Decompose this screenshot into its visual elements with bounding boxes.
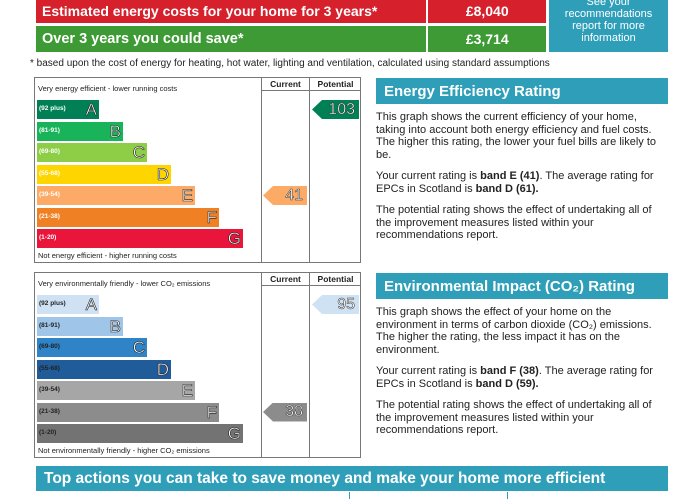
rating-band-g: (1-20) G xyxy=(37,229,243,248)
current-column-header: Current xyxy=(270,274,301,284)
rating-band-e: (39-54) E xyxy=(37,186,195,205)
band-range-label: (21-38) xyxy=(39,212,60,220)
environmental-impact-description: This graph shows the effect of your home… xyxy=(376,306,652,356)
band-range-label: (55-68) xyxy=(39,364,60,372)
average-band-text: band D (59). xyxy=(475,377,539,390)
rating-band-g: (1-20) G xyxy=(37,424,243,443)
band-letter: C xyxy=(132,338,145,358)
header-underline xyxy=(261,285,361,286)
chart-bottom-caption: Not environmentally friendly - higher CO… xyxy=(38,446,210,455)
recommend-line-3: report for more xyxy=(572,20,645,32)
band-range-label: (39-54) xyxy=(39,191,60,198)
current-rating-value: 41 xyxy=(285,186,303,204)
estimated-costs-label: Estimated energy costs for your home for… xyxy=(36,0,427,23)
rating-band-c: (69-80) C xyxy=(37,338,147,357)
band-letter: C xyxy=(132,143,145,163)
top-actions-banner: Top actions you can take to save money a… xyxy=(36,466,668,491)
potential-column-divider xyxy=(309,78,310,262)
header-underline xyxy=(261,90,361,91)
recommend-line-1: See your xyxy=(586,0,631,8)
band-letter: A xyxy=(85,100,97,120)
band-letter: B xyxy=(109,121,121,141)
band-range-label: (81-91) xyxy=(39,321,60,329)
rating-band-b: (81-91) B xyxy=(37,121,123,141)
rating-band-a: (92 plus) A xyxy=(37,100,99,119)
current-column-divider xyxy=(261,273,262,457)
current-band-text: band F (38) xyxy=(480,365,539,377)
rating-band-f: (21-38) F xyxy=(37,207,219,227)
potential-rating-arrow: 103 xyxy=(312,100,359,119)
band-letter: G xyxy=(227,424,241,444)
energy-efficiency-current-rating: Your current rating is band E (41). The … xyxy=(376,170,668,195)
potential-column-divider xyxy=(309,273,310,457)
potential-rating-value: 95 xyxy=(337,295,355,313)
table-column-tick xyxy=(349,492,350,499)
recommendations-note: See your recommendations report for more… xyxy=(549,0,668,52)
band-letter: F xyxy=(206,402,217,422)
text-span: Your current rating is xyxy=(376,170,481,182)
potential-rating-value: 103 xyxy=(328,100,355,118)
rating-band-d: (55-68) D xyxy=(37,164,171,184)
rating-band-c: (69-80) C xyxy=(37,143,147,162)
text-span: Your current rating is xyxy=(376,365,481,377)
potential-saving-label: Over 3 years you could save* xyxy=(36,26,427,52)
band-letter: A xyxy=(85,295,97,315)
current-rating-arrow: 38 xyxy=(263,402,307,422)
table-column-tick xyxy=(507,492,508,499)
band-letter: D xyxy=(156,359,169,379)
band-range-label: (55-68) xyxy=(39,169,60,177)
environmental-impact-potential-note: The potential rating shows the effect of… xyxy=(376,399,652,436)
band-letter: B xyxy=(109,316,121,336)
chart-bottom-caption: Not energy efficient - higher running co… xyxy=(38,251,177,260)
rating-band-b: (81-91) B xyxy=(37,316,123,336)
current-rating-value: 38 xyxy=(285,403,303,421)
rating-band-a: (92 plus) A xyxy=(37,295,99,314)
band-range-label: (81-91) xyxy=(39,126,60,134)
recommend-line-4: information xyxy=(581,32,636,44)
band-range-label: (92 plus) xyxy=(39,300,66,307)
band-letter: E xyxy=(181,381,193,401)
current-rating-arrow: 41 xyxy=(263,186,307,205)
potential-saving-value: £3,714 xyxy=(428,26,546,52)
energy-efficiency-description: This graph shows the current efficiency … xyxy=(376,111,657,161)
band-letter: F xyxy=(206,207,217,227)
band-range-label: (39-54) xyxy=(39,386,60,393)
band-range-label: (69-80) xyxy=(39,148,60,155)
potential-column-header: Potential xyxy=(317,274,354,284)
band-letter: E xyxy=(181,186,193,206)
current-column-divider xyxy=(261,78,262,262)
potential-rating-arrow: 95 xyxy=(312,295,359,314)
band-range-label: (92 plus) xyxy=(39,105,66,112)
energy-efficiency-chart: Current Potential Very energy efficient … xyxy=(34,77,361,263)
text-span: . The average rating for EPCs in Scotlan… xyxy=(376,365,653,390)
average-band-text: band D (61). xyxy=(475,182,539,195)
rating-band-d: (55-68) D xyxy=(37,359,171,379)
band-range-label: (1-20) xyxy=(39,234,57,241)
chart-top-caption: Very energy efficient - lower running co… xyxy=(38,84,178,93)
band-range-label: (69-80) xyxy=(39,343,60,350)
energy-efficiency-potential-note: The potential rating shows the effect of… xyxy=(376,204,652,241)
estimated-costs-row: Estimated energy costs for your home for… xyxy=(36,0,546,23)
band-range-label: (21-38) xyxy=(39,407,60,415)
potential-column-header: Potential xyxy=(317,79,354,89)
current-band-text: band E (41) xyxy=(480,170,540,182)
rating-band-f: (21-38) F xyxy=(37,402,219,422)
current-column-header: Current xyxy=(270,79,301,89)
potential-saving-row: Over 3 years you could save* £3,714 xyxy=(36,26,546,52)
environmental-impact-title: Environmental Impact (CO₂) Rating xyxy=(376,273,668,299)
energy-efficiency-title: Energy Efficiency Rating xyxy=(376,78,668,104)
environmental-impact-chart: Current Potential Very environmentally f… xyxy=(34,272,361,458)
band-letter: G xyxy=(227,229,241,249)
environmental-impact-current-rating: Your current rating is band F (38). The … xyxy=(376,365,668,390)
cost-footnote: * based upon the cost of energy for heat… xyxy=(30,58,550,69)
chart-top-caption: Very environmentally friendly - lower CO… xyxy=(38,279,211,288)
recommend-line-2: recommendations xyxy=(564,8,653,20)
band-range-label: (1-20) xyxy=(39,429,57,436)
text-span: . The average rating for EPCs in Scotlan… xyxy=(376,170,654,195)
band-letter: D xyxy=(156,164,169,184)
estimated-costs-value: £8,040 xyxy=(428,0,546,23)
rating-band-e: (39-54) E xyxy=(37,381,195,400)
